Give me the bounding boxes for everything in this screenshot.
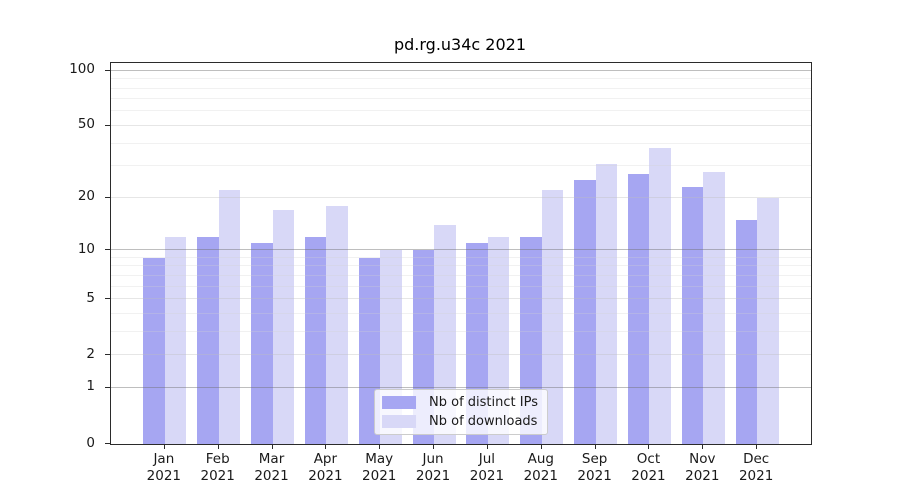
month-label: Jan	[153, 451, 175, 467]
y-tick-mark-100	[105, 69, 110, 71]
bar-distinct-ips-feb	[197, 236, 219, 444]
x-axis-tick-label-aug: Aug 2021	[506, 451, 576, 485]
year-label: 2021	[254, 468, 289, 484]
x-tick-mark-dec	[756, 444, 758, 449]
y-tick-mark-5	[105, 298, 110, 300]
year-label: 2021	[631, 468, 666, 484]
month-label: Feb	[205, 451, 230, 467]
minor-grid-line-90	[111, 78, 811, 80]
x-tick-mark-jun	[433, 444, 435, 449]
y-tick-mark-0	[105, 443, 110, 444]
year-label: 2021	[469, 468, 505, 484]
y-axis-tick-label-2: 2	[86, 345, 95, 362]
x-axis-tick-label-jul: Jul 2021	[452, 451, 522, 485]
x-axis-tick-label-nov: Nov 2021	[667, 451, 737, 485]
year-label: 2021	[577, 468, 612, 484]
bar-downloads-sep	[595, 163, 618, 444]
y-axis-tick-label-50: 50	[77, 116, 95, 133]
bar-downloads-oct	[649, 147, 671, 444]
minor-grid-line-30	[111, 165, 811, 167]
x-tick-mark-feb	[217, 444, 219, 449]
month-label: Jun	[422, 451, 444, 467]
year-label: 2021	[362, 468, 397, 484]
x-axis-tick-label-mar: Mar 2021	[237, 451, 307, 485]
y-tick-mark-1	[105, 386, 110, 388]
x-axis-tick-label-dec: Dec 2021	[721, 451, 791, 485]
y-tick-mark-50	[105, 124, 110, 126]
x-axis-tick-label-apr: Apr 2021	[290, 451, 360, 485]
year-label: 2021	[738, 468, 774, 484]
plot-area: Nb of distinct IPs Nb of downloads	[110, 62, 812, 445]
bar-downloads-aug	[541, 190, 564, 444]
grid-line-100	[111, 69, 811, 71]
chart-title: pd.rg.u34c 2021	[393, 35, 527, 54]
minor-grid-line-40	[111, 142, 811, 144]
bar-downloads-nov	[703, 171, 725, 444]
legend-label-downloads: Nb of downloads	[429, 414, 538, 429]
year-label: 2021	[146, 468, 182, 484]
month-label: Nov	[689, 451, 716, 467]
x-tick-mark-aug	[540, 444, 542, 449]
legend-swatch-downloads	[382, 415, 417, 428]
y-tick-mark-20	[105, 196, 110, 198]
x-tick-mark-nov	[702, 444, 704, 449]
year-label: 2021	[685, 468, 720, 484]
bar-downloads-feb	[218, 190, 241, 444]
y-axis-tick-label-1: 1	[86, 378, 95, 395]
bar-downloads-jan	[164, 236, 187, 444]
x-tick-mark-apr	[325, 444, 327, 449]
x-axis-tick-label-jun: Jun 2021	[398, 451, 468, 485]
month-label: Jul	[478, 451, 496, 467]
bar-distinct-ips-mar	[251, 242, 273, 444]
month-label: Apr	[313, 451, 338, 467]
y-axis-tick-label-100: 100	[69, 61, 95, 78]
month-label: Sep	[581, 451, 608, 467]
y-axis-tick-label-10: 10	[77, 240, 95, 257]
bar-distinct-ips-oct	[627, 174, 650, 444]
y-axis-tick-label-0: 0	[86, 434, 95, 451]
x-axis-tick-label-feb: Feb 2021	[183, 451, 253, 485]
bar-distinct-ips-sep	[574, 180, 596, 444]
month-label: May	[365, 451, 394, 467]
month-label: Mar	[258, 451, 285, 467]
minor-grid-line-60	[111, 110, 811, 112]
x-axis-tick-label-sep: Sep 2021	[560, 451, 630, 485]
y-axis-tick-label-5: 5	[86, 289, 95, 306]
x-tick-mark-mar	[271, 444, 273, 449]
legend-swatch-distinct-ips	[382, 396, 417, 409]
x-axis-tick-label-oct: Oct 2021	[613, 451, 683, 485]
x-axis-tick-label-jan: Jan 2021	[129, 451, 199, 485]
month-label: Aug	[527, 451, 554, 467]
grid-line-50	[111, 124, 811, 126]
legend-label-distinct-ips: Nb of distinct IPs	[429, 395, 538, 410]
year-label: 2021	[200, 468, 235, 484]
bar-downloads-dec	[757, 197, 779, 444]
y-axis-tick-label-20: 20	[77, 188, 95, 205]
bar-distinct-ips-jan	[143, 257, 165, 444]
bar-distinct-ips-dec	[735, 219, 758, 444]
legend: Nb of distinct IPs Nb of downloads	[374, 389, 548, 435]
bar-distinct-ips-apr	[304, 236, 327, 444]
x-tick-mark-jan	[163, 444, 165, 449]
x-tick-mark-oct	[648, 444, 650, 449]
x-tick-mark-jul	[486, 444, 488, 449]
bar-downloads-mar	[272, 210, 295, 444]
year-label: 2021	[308, 468, 343, 484]
y-tick-mark-2	[105, 354, 110, 356]
y-tick-mark-10	[105, 249, 110, 250]
x-axis-tick-label-may: May 2021	[344, 451, 414, 485]
bar-distinct-ips-nov	[681, 186, 704, 444]
month-label: Oct	[636, 451, 661, 467]
year-label: 2021	[415, 468, 451, 484]
legend-entry-downloads: Nb of downloads	[382, 414, 538, 429]
x-tick-mark-may	[379, 444, 381, 449]
legend-entry-distinct-ips: Nb of distinct IPs	[382, 395, 538, 410]
month-label: Dec	[743, 451, 770, 467]
minor-grid-line-80	[111, 87, 811, 89]
minor-grid-line-70	[111, 98, 811, 100]
x-tick-mark-sep	[594, 444, 596, 449]
year-label: 2021	[523, 468, 558, 484]
bar-downloads-apr	[326, 205, 348, 444]
